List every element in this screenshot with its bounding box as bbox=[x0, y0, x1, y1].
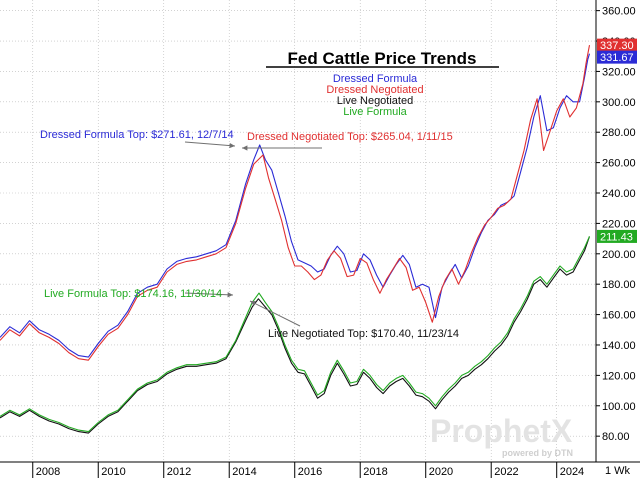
y-tick-label: 120.00 bbox=[602, 370, 636, 382]
legend-item: Dressed Formula bbox=[333, 73, 418, 85]
x-tick-label: 2008 bbox=[36, 466, 60, 478]
y-tick-label: 140.00 bbox=[602, 340, 636, 352]
x-tick-label: 2010 bbox=[101, 466, 125, 478]
series-line-dressed-formula bbox=[0, 53, 591, 358]
watermark-sub: powered by DTN bbox=[502, 448, 573, 458]
y-tick-label: 80.00 bbox=[602, 431, 630, 443]
legend-item: Live Negotiated bbox=[337, 95, 413, 107]
x-tick-label: 2024 bbox=[560, 466, 584, 478]
x-tick-label: 2022 bbox=[494, 466, 518, 478]
x-tick-label: 2018 bbox=[363, 466, 387, 478]
last-value-badge bbox=[597, 229, 637, 243]
frequency-label: 1 Wk bbox=[605, 465, 631, 477]
x-tick-label: 2014 bbox=[232, 466, 256, 478]
y-tick-label: 360.00 bbox=[602, 6, 636, 18]
x-tick-label: 2012 bbox=[167, 466, 191, 478]
y-tick-label: 240.00 bbox=[602, 188, 636, 200]
annotation-arrowhead bbox=[227, 292, 233, 298]
annotation-label: Dressed Negotiated Top: $265.04, 1/11/15 bbox=[247, 131, 453, 143]
y-tick-label: 100.00 bbox=[602, 401, 636, 413]
y-tick-label: 160.00 bbox=[602, 310, 636, 322]
y-tick-label: 260.00 bbox=[602, 158, 636, 170]
last-value-badge bbox=[597, 38, 637, 52]
last-value-label: 331.67 bbox=[600, 52, 634, 64]
series-line-dressed-negotiated bbox=[0, 44, 591, 361]
y-tick-label: 320.00 bbox=[602, 66, 636, 78]
watermark: ProphetX powered by DTN bbox=[430, 413, 573, 458]
series-line-live-negotiated bbox=[0, 236, 591, 434]
annotation-arrowhead bbox=[242, 145, 248, 151]
series-line-live-formula bbox=[0, 236, 591, 433]
legend-item: Live Formula bbox=[343, 106, 407, 118]
annotation-label: Live Formula Top: $174.16, 11/30/14 bbox=[44, 288, 222, 300]
annotation-label: Dressed Formula Top: $271.61, 12/7/14 bbox=[40, 129, 234, 141]
last-value-label: 211.43 bbox=[600, 231, 633, 243]
x-tick-label: 2016 bbox=[298, 466, 322, 478]
series-lines bbox=[0, 44, 591, 434]
y-tick-label: 300.00 bbox=[602, 97, 636, 109]
legend-item: Dressed Negotiated bbox=[326, 84, 423, 96]
chart-title: Fed Cattle Price Trends bbox=[288, 49, 477, 68]
y-tick-label: 220.00 bbox=[602, 218, 636, 230]
grid bbox=[0, 0, 596, 462]
annotations: Dressed Formula Top: $271.61, 12/7/14 Dre… bbox=[40, 129, 459, 340]
annotation-arrowhead bbox=[250, 301, 256, 306]
annotation-arrow-line bbox=[184, 141, 236, 147]
y-tick-label: 280.00 bbox=[602, 127, 636, 139]
annotation-label: Live Negotiated Top: $170.40, 11/23/14 bbox=[268, 328, 459, 340]
last-value-badge bbox=[597, 50, 637, 64]
watermark-brand: ProphetX bbox=[430, 413, 573, 449]
annotation-arrow-line bbox=[249, 300, 301, 327]
y-tick-label: 180.00 bbox=[602, 279, 636, 291]
last-value-label: 337.30 bbox=[600, 40, 634, 52]
x-tick-label: 2020 bbox=[429, 466, 453, 478]
annotation-arrowhead bbox=[229, 142, 235, 149]
y-tick-label: 200.00 bbox=[602, 249, 636, 261]
title-area: Fed Cattle Price Trends bbox=[266, 49, 499, 68]
annotation-arrow-line bbox=[184, 292, 234, 296]
